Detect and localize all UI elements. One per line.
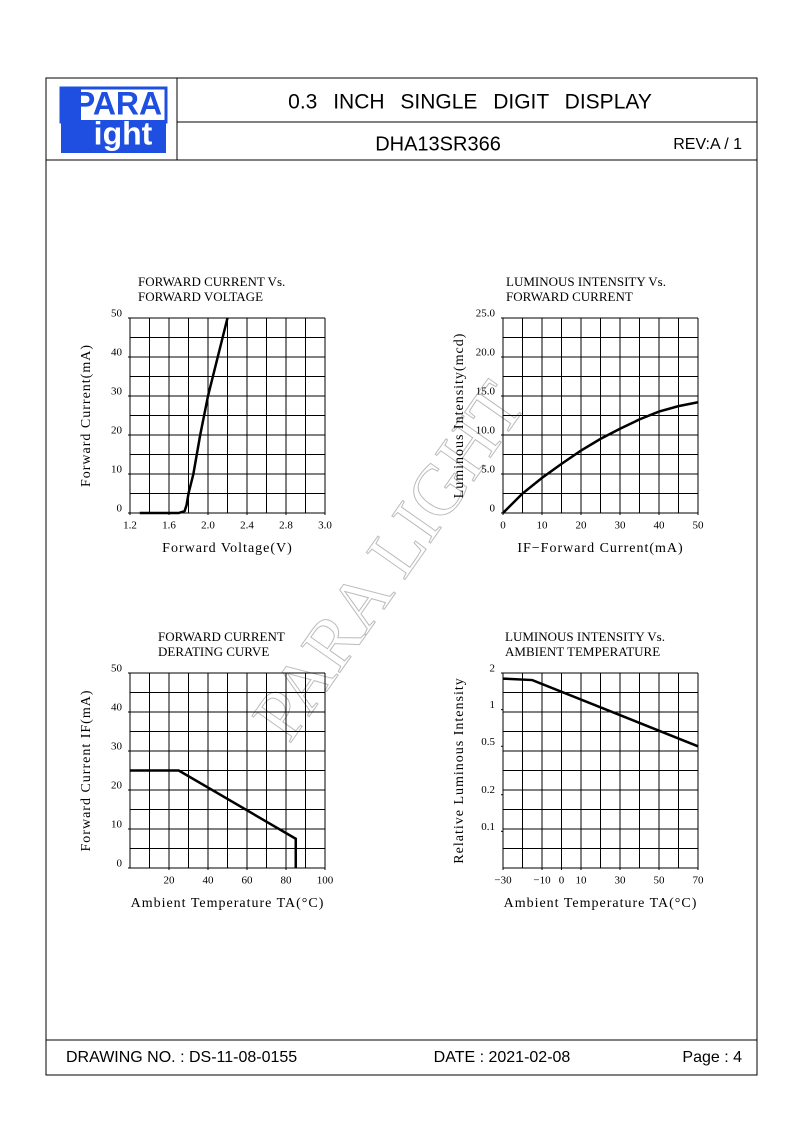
page-border: [45, 77, 758, 1076]
x-axis-label: IF−Forward Current(mA): [517, 541, 683, 556]
revision: REV:A / 1: [673, 136, 742, 153]
y-tick-label: 30: [111, 386, 123, 398]
x-tick-label: −30: [494, 875, 512, 887]
chart-title: LUMINOUS INTENSITY Vs.: [505, 629, 665, 644]
x-axis-label: Forward Voltage(V): [162, 541, 293, 556]
chart-title: FORWARD CURRENT Vs.: [138, 274, 285, 289]
logo-l: [61, 88, 81, 153]
y-tick-label: 40: [111, 347, 123, 359]
x-tick-label: 20: [164, 875, 176, 887]
x-tick-label: 2.4: [240, 520, 254, 532]
y-tick-label: 0: [117, 858, 123, 870]
y-tick-label: 10: [111, 464, 123, 476]
x-tick-label: 40: [203, 875, 215, 887]
x-tick-label: 0: [500, 520, 506, 532]
chart-title: LUMINOUS INTENSITY Vs.: [506, 274, 666, 289]
y-tick-label: 5.0: [481, 464, 495, 476]
x-tick-label: 2.8: [279, 520, 293, 532]
watermark: PARA LIGHT: [237, 368, 541, 754]
x-tick-label: 0: [559, 875, 565, 887]
y-tick-label: 10.0: [476, 425, 496, 437]
data-line: [139, 317, 229, 515]
y-axis-label: Luminous Intensity(mcd): [452, 333, 467, 499]
x-tick-label: 10: [576, 875, 588, 887]
x-tick-label: 80: [281, 875, 293, 887]
date: DATE : 2021-02-08: [434, 1049, 571, 1066]
part-number: DHA13SR366: [375, 133, 501, 155]
page-number: Page : 4: [682, 1049, 742, 1066]
y-tick-label: 40: [111, 702, 123, 714]
data-line: [502, 677, 699, 748]
x-tick-label: 1.2: [123, 520, 137, 532]
x-tick-label: 70: [693, 875, 705, 887]
chart-title: FORWARD CURRENT: [158, 629, 285, 644]
y-tick-label: 20: [111, 425, 123, 437]
chart-title: FORWARD VOLTAGE: [138, 289, 263, 304]
y-tick-label: 2: [490, 663, 496, 675]
x-tick-label: 30: [615, 875, 627, 887]
y-tick-label: 0: [490, 503, 496, 515]
y-tick-label: 15.0: [476, 386, 496, 398]
y-axis-label: Forward Current IF(mA): [79, 690, 94, 852]
x-tick-label: 3.0: [318, 520, 332, 532]
drawing-number: DRAWING NO. : DS-11-08-0155: [66, 1049, 297, 1066]
logo-top: PARA: [74, 85, 162, 121]
data-line: [130, 769, 297, 868]
x-tick-label: 1.6: [162, 520, 176, 532]
x-axis-label: Ambient Temperature TA(°C): [504, 896, 698, 911]
y-tick-label: 20.0: [476, 347, 496, 359]
y-tick-label: 0.2: [481, 784, 495, 796]
x-tick-label: 2.0: [201, 520, 215, 532]
x-tick-label: −10: [533, 875, 551, 887]
x-tick-label: 50: [693, 520, 705, 532]
y-tick-label: 0.1: [481, 821, 495, 833]
chart-title: DERATING CURVE: [158, 644, 269, 659]
header-title: 0.3 INCH SINGLE DIGIT DISPLAY: [288, 91, 652, 114]
x-tick-label: 10: [537, 520, 549, 532]
data-line: [502, 401, 699, 514]
x-tick-label: 60: [242, 875, 254, 887]
logo-bottom: ight: [94, 115, 153, 151]
y-tick-label: 50: [111, 663, 123, 675]
y-tick-label: 0.5: [481, 736, 495, 748]
y-axis-label: Forward Current(mA): [79, 344, 94, 487]
y-tick-label: 10: [111, 819, 123, 831]
x-axis-label: Ambient Temperature TA(°C): [131, 896, 325, 911]
x-tick-label: 30: [615, 520, 627, 532]
y-tick-label: 1: [490, 699, 496, 711]
y-tick-label: 25.0: [476, 308, 496, 320]
x-tick-label: 20: [576, 520, 588, 532]
y-tick-label: 20: [111, 780, 123, 792]
x-tick-label: 40: [654, 520, 666, 532]
y-tick-label: 0: [117, 503, 123, 515]
y-axis-label: Relative Luminous Intensity: [452, 677, 467, 863]
chart-title: FORWARD CURRENT: [506, 289, 633, 304]
x-tick-label: 100: [317, 875, 334, 887]
chart-title: AMBIENT TEMPERATURE: [505, 644, 660, 659]
y-tick-label: 30: [111, 741, 123, 753]
x-tick-label: 50: [654, 875, 666, 887]
y-tick-label: 50: [111, 308, 123, 320]
